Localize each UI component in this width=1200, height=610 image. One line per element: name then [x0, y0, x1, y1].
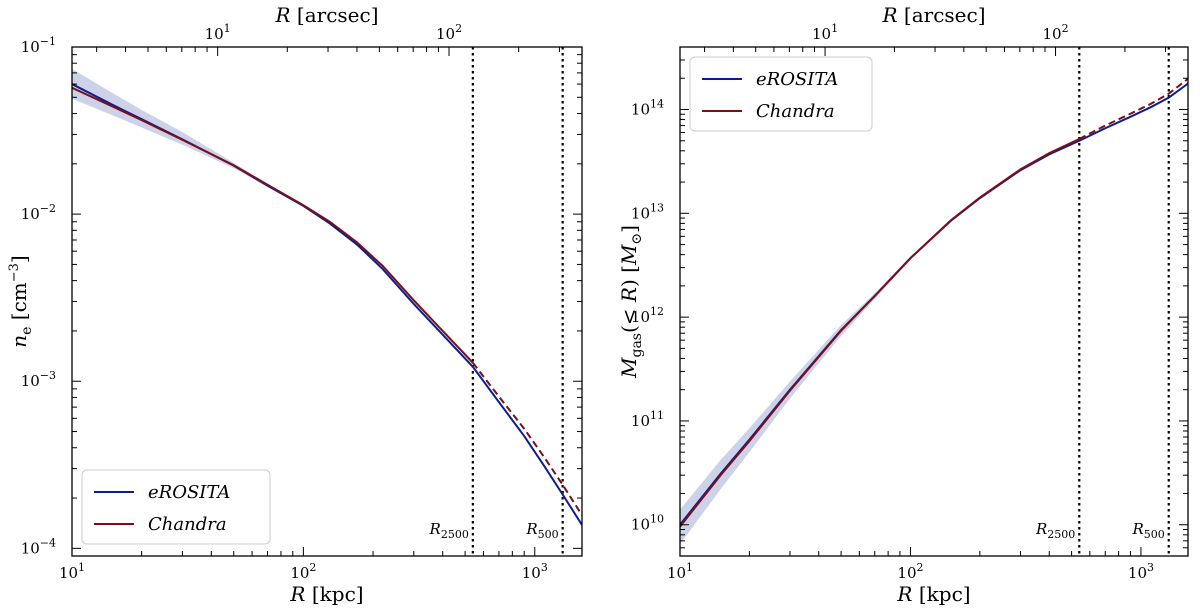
series-line-chandra-extrapolated	[472, 362, 582, 516]
axes-frame	[679, 46, 1189, 557]
panel-left: R2500 R500 101 102 103 101 102 10−4 10−3 10−2 10−1…	[7, 3, 583, 606]
x-ticks	[679, 547, 1142, 556]
y-tick-label: 1013	[631, 201, 664, 222]
y-tick-label: 10−1	[21, 35, 56, 56]
y-tick-label: 1010	[631, 513, 664, 534]
x-tick-label: 102	[897, 561, 923, 582]
legend-label-erosita: eROSITA	[756, 69, 838, 90]
legend: eROSITA Chandra	[689, 56, 873, 132]
top-tick-label: 102	[436, 22, 462, 43]
series-line-chandra	[72, 86, 474, 364]
y-axis-label: ne [cm−3]	[7, 255, 35, 348]
x-axis-label: R [kpc]	[896, 582, 970, 606]
legend-label-chandra: Chandra	[148, 514, 227, 535]
vline-label-r2500: R2500	[1035, 520, 1075, 541]
uncertainty-band-erosita	[680, 83, 1188, 545]
y-tick-label: 10−3	[21, 369, 56, 390]
top-tick-label: 101	[812, 22, 838, 43]
top-x-ticks	[704, 47, 1167, 56]
y-tick-label: 10−4	[21, 536, 56, 557]
y-tick-label: 1014	[631, 98, 664, 119]
legend-label-chandra: Chandra	[756, 101, 835, 122]
top-tick-label: 102	[1042, 22, 1068, 43]
top-axis-label: R [arcsec]	[274, 3, 378, 27]
uncertainty-band-erosita	[72, 68, 582, 527]
series-line-chandra-extrapolated	[1078, 77, 1188, 140]
x-tick-label: 102	[290, 561, 316, 582]
y-tick-label: 1012	[631, 305, 664, 326]
x-tick-label: 103	[522, 561, 548, 582]
series-line-chandra	[680, 138, 1080, 528]
top-axis-label: R [arcsec]	[881, 3, 985, 27]
panel-right: R2500 R500 101 102 103 101 102 1010 1011 1012 1013…	[617, 3, 1189, 606]
y-tick-label: 1011	[631, 409, 664, 430]
y-ticks	[72, 46, 582, 557]
legend: eROSITA Chandra	[81, 469, 271, 545]
y-tick-label: 10−2	[21, 202, 56, 223]
legend-box	[81, 469, 271, 545]
series-line-erosita	[680, 82, 1188, 526]
x-tick-label: 101	[667, 561, 693, 582]
legend-box	[689, 56, 873, 132]
x-ticks	[71, 547, 536, 556]
x-tick-label: 103	[1128, 561, 1154, 582]
plot-area	[72, 47, 582, 556]
top-x-ticks	[96, 47, 560, 56]
top-tick-label: 101	[205, 22, 231, 43]
x-axis-label: R [kpc]	[289, 582, 363, 606]
legend-label-erosita: eROSITA	[148, 482, 230, 503]
y-axis-label: Mgas(< R) [M⊙]	[617, 225, 645, 379]
vline-label-r500: R500	[1131, 520, 1164, 541]
plot-area	[680, 47, 1188, 556]
vline-label-r2500: R2500	[429, 520, 469, 541]
x-tick-label: 101	[59, 561, 85, 582]
y-ticks	[680, 46, 1188, 557]
series-line-erosita	[72, 83, 582, 526]
vline-label-r500: R500	[525, 520, 558, 541]
